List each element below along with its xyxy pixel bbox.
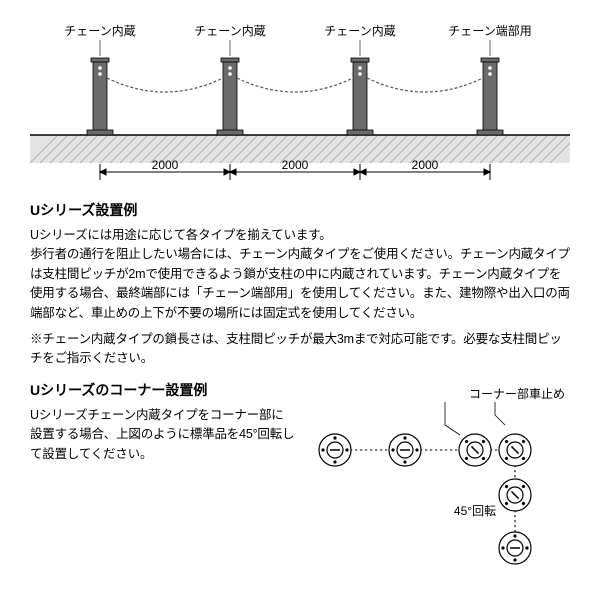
- section-1: Uシリーズ設置例 Uシリーズには用途に応じて各タイプを揃えています。歩行者の通行…: [30, 200, 570, 323]
- svg-text:チェーン内蔵: チェーン内蔵: [64, 24, 135, 38]
- svg-text:2000: 2000: [152, 158, 179, 172]
- corner-plan-diagram: コーナー部車止め 45°回転: [305, 380, 570, 570]
- section-1-paragraph: Uシリーズには用途に応じて各タイプを揃えています。歩行者の通行を阻止したい場合に…: [30, 226, 570, 323]
- section-2-heading: Uシリーズのコーナー設置例: [30, 380, 295, 400]
- corner-section: Uシリーズのコーナー設置例 Uシリーズチェーン内蔵タイプをコーナー部に設置する場…: [30, 380, 570, 570]
- installation-elevation-diagram: チェーン内蔵 チェーン内蔵 チェーン内蔵 チェーン端部用 2000 2000 2000: [30, 20, 570, 185]
- svg-text:2000: 2000: [282, 158, 309, 172]
- section-2-paragraph: Uシリーズチェーン内蔵タイプをコーナー部に設置する場合、上図のように標準品を45…: [30, 406, 295, 464]
- rotate-label: 45°回転: [454, 504, 496, 518]
- svg-text:2000: 2000: [412, 158, 439, 172]
- svg-text:チェーン内蔵: チェーン内蔵: [324, 24, 395, 38]
- svg-text:チェーン端部用: チェーン端部用: [448, 23, 531, 38]
- svg-text:チェーン内蔵: チェーン内蔵: [194, 24, 265, 38]
- corner-text: Uシリーズのコーナー設置例 Uシリーズチェーン内蔵タイプをコーナー部に設置する場…: [30, 380, 305, 570]
- note-text: ※チェーン内蔵タイプの鎖長さは、支柱間ピッチが最大3mまで対応可能です。必要な支…: [30, 330, 570, 369]
- section-1-heading: Uシリーズ設置例: [30, 200, 570, 220]
- note-block: ※チェーン内蔵タイプの鎖長さは、支柱間ピッチが最大3mまで対応可能です。必要な支…: [30, 330, 570, 369]
- corner-label: コーナー部車止め: [469, 386, 565, 401]
